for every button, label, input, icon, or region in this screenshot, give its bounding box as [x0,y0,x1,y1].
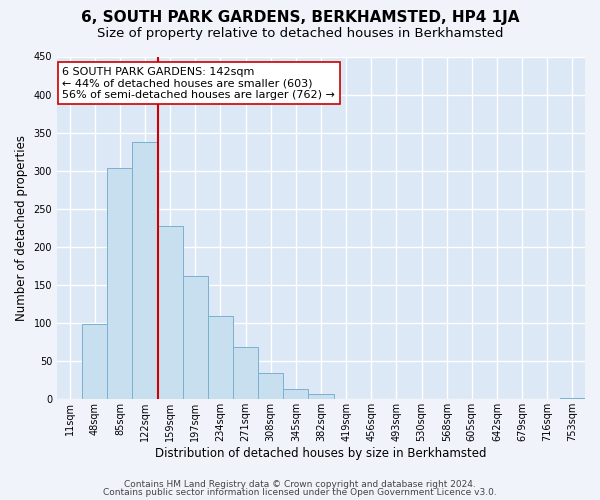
Text: Size of property relative to detached houses in Berkhamsted: Size of property relative to detached ho… [97,28,503,40]
X-axis label: Distribution of detached houses by size in Berkhamsted: Distribution of detached houses by size … [155,447,487,460]
Text: 6 SOUTH PARK GARDENS: 142sqm
← 44% of detached houses are smaller (603)
56% of s: 6 SOUTH PARK GARDENS: 142sqm ← 44% of de… [62,67,335,100]
Bar [283,390,308,400]
Bar [233,346,258,400]
Bar [158,226,183,400]
Bar [82,324,107,400]
Text: 6, SOUTH PARK GARDENS, BERKHAMSTED, HP4 1JA: 6, SOUTH PARK GARDENS, BERKHAMSTED, HP4 … [81,10,519,25]
Bar [308,394,334,400]
Bar [183,276,208,400]
Bar [258,374,283,400]
Text: Contains HM Land Registry data © Crown copyright and database right 2024.: Contains HM Land Registry data © Crown c… [124,480,476,489]
Text: Contains public sector information licensed under the Open Government Licence v3: Contains public sector information licen… [103,488,497,497]
Bar [107,168,133,400]
Bar [133,142,158,400]
Bar [208,316,233,400]
Bar [560,398,585,400]
Y-axis label: Number of detached properties: Number of detached properties [15,135,28,321]
